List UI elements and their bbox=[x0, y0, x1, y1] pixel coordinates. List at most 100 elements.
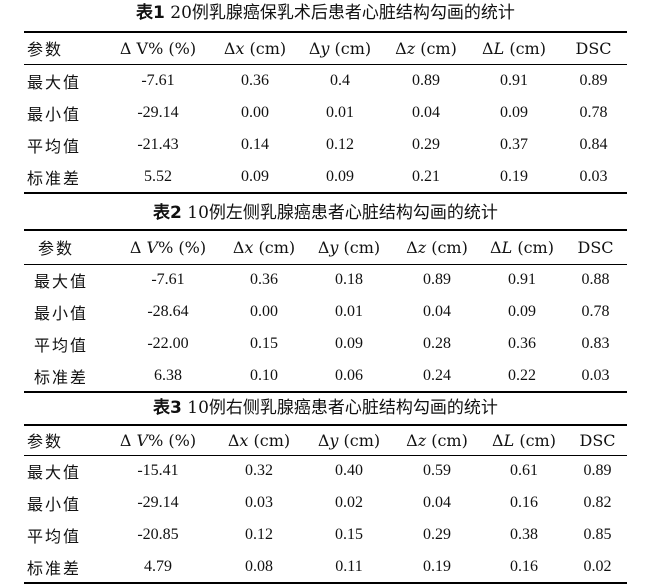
table-cell: 0.61 bbox=[510, 462, 538, 480]
table-cell: 0.37 bbox=[500, 136, 528, 153]
row-label: 标准差 bbox=[27, 168, 82, 188]
header-cell: Δx (cm) bbox=[223, 38, 287, 58]
header-cell: DSC bbox=[577, 237, 614, 257]
table-row: 最小值 -28.64 0.00 0.01 0.04 0.09 0.78 bbox=[24, 296, 627, 328]
table-cell: -20.85 bbox=[137, 526, 179, 543]
table-cell: 0.04 bbox=[412, 104, 440, 121]
table-cell: 0.22 bbox=[508, 366, 536, 384]
table-cell: -15.41 bbox=[137, 462, 179, 480]
table-cell: 0.59 bbox=[423, 462, 451, 480]
table-cell: -22.00 bbox=[147, 335, 189, 352]
table-cell: 0.09 bbox=[241, 167, 269, 185]
header-cell: Δx (cm) bbox=[227, 430, 291, 450]
row-label: 标准差 bbox=[34, 367, 89, 387]
caption-text: 10例右侧乳腺癌患者心脏结构勾画的统计 bbox=[181, 398, 498, 418]
caption-label: 表3 bbox=[153, 398, 182, 418]
caption-label: 表1 bbox=[136, 3, 165, 23]
table-cell: 6.38 bbox=[154, 366, 182, 384]
table-cell: 0.15 bbox=[335, 526, 363, 543]
table-header-row: 参数 Δ V% (%) Δx (cm) Δy (cm) Δz (cm) ΔL (… bbox=[24, 230, 627, 264]
header-cell: ΔL (cm) bbox=[490, 237, 554, 257]
table-cell: -7.61 bbox=[141, 71, 175, 89]
table-cell: 0.32 bbox=[245, 462, 273, 480]
table-cell: 0.89 bbox=[583, 462, 612, 480]
table-cell: 0.12 bbox=[245, 526, 273, 543]
caption-text: 10例左侧乳腺癌患者心脏结构勾画的统计 bbox=[181, 203, 498, 223]
table-cell: 0.36 bbox=[250, 271, 278, 289]
table-cell: 0.91 bbox=[500, 71, 528, 89]
table-cell: 0.03 bbox=[579, 167, 608, 185]
table-block-3: 表3 10例右侧乳腺癌患者心脏结构勾画的统计 参数 Δ V% (%) Δx (c… bbox=[24, 398, 627, 586]
table-row: 标准差 4.79 0.08 0.11 0.19 0.16 0.02 bbox=[24, 551, 627, 583]
header-cell: Δ V% (%) bbox=[119, 38, 197, 58]
table-cell: -28.64 bbox=[147, 303, 189, 320]
header-cell: 参数 bbox=[27, 40, 64, 60]
header-cell: Δ V% (%) bbox=[119, 430, 197, 450]
table-cell: 0.12 bbox=[326, 136, 354, 153]
table-cell: 0.21 bbox=[412, 167, 440, 185]
table-cell: 0.10 bbox=[250, 366, 278, 384]
row-label: 平均值 bbox=[27, 137, 82, 156]
table-row: 标准差 5.52 0.09 0.09 0.21 0.19 0.03 bbox=[24, 161, 627, 193]
table-cell: 0.04 bbox=[423, 303, 451, 320]
stats-table-2: 参数 Δ V% (%) Δx (cm) Δy (cm) Δz (cm) ΔL (… bbox=[24, 229, 627, 393]
table-cell: 0.24 bbox=[423, 366, 451, 384]
table-cell: 0.15 bbox=[250, 335, 278, 352]
table-cell: 0.29 bbox=[423, 526, 451, 543]
stats-table-3: 参数 Δ V% (%) Δx (cm) Δy (cm) Δz (cm) ΔL (… bbox=[24, 424, 627, 584]
table-cell: 0.00 bbox=[241, 104, 269, 121]
table-row: 最小值 -29.14 0.00 0.01 0.04 0.09 0.78 bbox=[24, 97, 627, 129]
table-cell: 0.78 bbox=[579, 104, 608, 121]
table-cell: 0.84 bbox=[579, 136, 608, 153]
table-cell: 0.08 bbox=[245, 557, 273, 575]
table-cell: 0.19 bbox=[423, 557, 451, 575]
table-cell: 0.19 bbox=[500, 167, 528, 185]
table-cell: 0.89 bbox=[412, 71, 440, 89]
row-label: 最大值 bbox=[27, 463, 82, 483]
header-cell: Δz (cm) bbox=[395, 38, 457, 58]
table-cell: 0.09 bbox=[326, 167, 354, 185]
table-cell: -21.43 bbox=[137, 136, 179, 153]
row-label: 最小值 bbox=[34, 304, 89, 323]
table-cell: 0.06 bbox=[335, 366, 363, 384]
table-cell: 0.85 bbox=[583, 526, 612, 543]
table-row: 平均值 -21.43 0.14 0.12 0.29 0.37 0.84 bbox=[24, 129, 627, 161]
table-block-1: 表1 20例乳腺癌保乳术后患者心脏结构勾画的统计 参数 Δ V% (%) Δx … bbox=[24, 3, 627, 193]
caption-text: 20例乳腺癌保乳术后患者心脏结构勾画的统计 bbox=[164, 3, 515, 23]
table-caption-1: 表1 20例乳腺癌保乳术后患者心脏结构勾画的统计 bbox=[24, 3, 627, 23]
header-cell: 参数 bbox=[27, 432, 64, 452]
table-row: 最大值 -15.41 0.32 0.40 0.59 0.61 0.89 bbox=[24, 455, 627, 487]
table-cell: 0.03 bbox=[581, 366, 610, 384]
table-cell: 0.89 bbox=[423, 271, 451, 289]
table-row: 最小值 -29.14 0.03 0.02 0.04 0.16 0.82 bbox=[24, 487, 627, 519]
row-label: 最小值 bbox=[27, 495, 82, 514]
table-cell: 0.88 bbox=[581, 271, 610, 289]
header-cell: Δy (cm) bbox=[308, 38, 372, 58]
header-cell: DSC bbox=[575, 38, 612, 58]
table-cell: 0.16 bbox=[510, 557, 538, 575]
table-cell: 0.03 bbox=[245, 494, 273, 511]
table-row: 最大值 -7.61 0.36 0.4 0.89 0.91 0.89 bbox=[24, 64, 627, 97]
header-cell: Δy (cm) bbox=[317, 430, 381, 450]
table-cell: 0.4 bbox=[330, 71, 350, 89]
table-row: 标准差 6.38 0.10 0.06 0.24 0.22 0.03 bbox=[24, 360, 627, 392]
header-cell: ΔL (cm) bbox=[482, 38, 546, 58]
header-cell: Δx (cm) bbox=[232, 237, 296, 257]
header-cell: Δz (cm) bbox=[406, 430, 468, 450]
row-label: 最大值 bbox=[34, 272, 89, 292]
header-cell: Δy (cm) bbox=[317, 237, 381, 257]
table-cell: 0.00 bbox=[250, 303, 278, 320]
table-cell: 0.11 bbox=[335, 557, 363, 575]
table-block-2: 表2 10例左侧乳腺癌患者心脏结构勾画的统计 参数 Δ V% (%) Δx (c… bbox=[24, 203, 627, 393]
table-cell: 0.36 bbox=[241, 71, 269, 89]
table-cell: 0.89 bbox=[579, 71, 608, 89]
table-caption-2: 表2 10例左侧乳腺癌患者心脏结构勾画的统计 bbox=[24, 203, 627, 223]
row-label: 最小值 bbox=[27, 105, 82, 124]
table-cell: 0.01 bbox=[335, 303, 363, 320]
header-cell: 参数 bbox=[38, 239, 75, 259]
table-cell: 0.78 bbox=[581, 303, 610, 320]
table-cell: 0.02 bbox=[583, 557, 612, 575]
header-cell: Δ V% (%) bbox=[129, 237, 207, 257]
table-cell: 0.28 bbox=[423, 335, 451, 352]
table-cell: 0.36 bbox=[508, 335, 536, 352]
